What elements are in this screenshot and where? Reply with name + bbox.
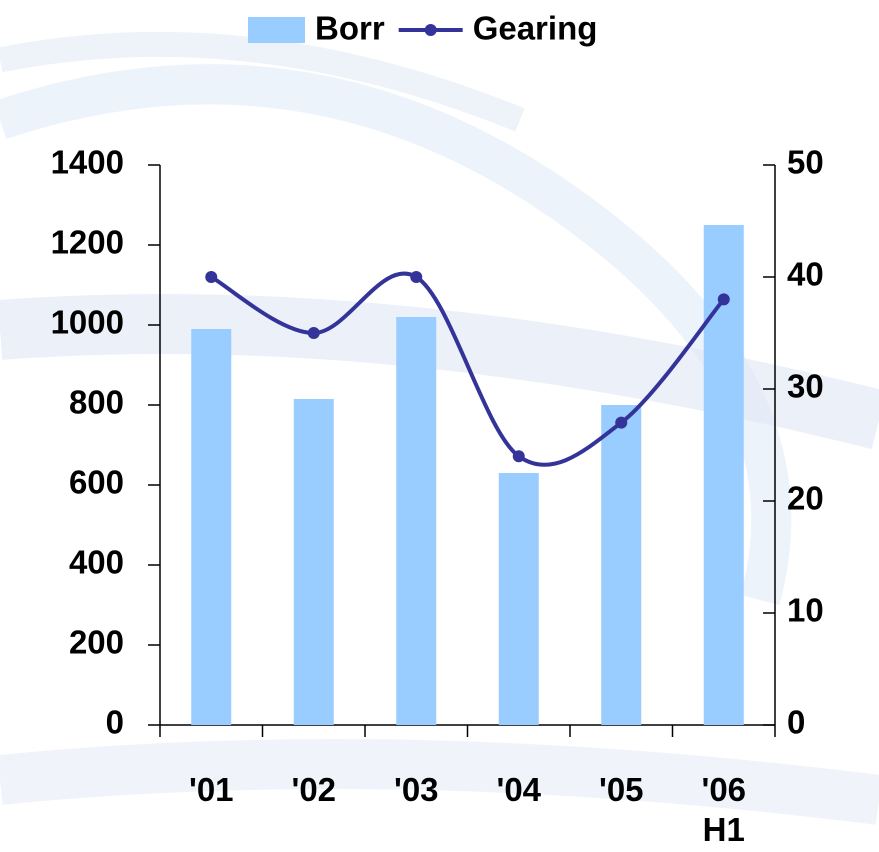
bar	[293, 399, 334, 725]
bar	[498, 473, 539, 725]
y2-tick-label: 10	[787, 592, 824, 629]
legend-swatch	[248, 17, 305, 43]
line-point	[205, 271, 218, 283]
legend-label: Gearing	[473, 10, 598, 47]
line-point	[717, 293, 730, 306]
line-point	[307, 327, 320, 339]
y2-tick-label: 30	[787, 368, 824, 405]
x-tick-label: '05	[598, 771, 644, 808]
y2-tick-label: 20	[787, 480, 824, 517]
y-tick-label: 1000	[51, 304, 124, 341]
y2-tick-label: 40	[787, 256, 824, 293]
y-tick-label: 400	[69, 544, 124, 581]
y2-tick-label: 50	[787, 144, 824, 181]
x-tick-label: '02	[291, 771, 337, 808]
x-tick-label: '01	[188, 771, 234, 808]
x-tick-label: '04	[496, 771, 542, 808]
x-tick-label: '06 H1	[701, 771, 747, 848]
y2-tick-label: 0	[787, 704, 805, 741]
bar	[601, 405, 642, 725]
y-tick-label: 600	[69, 464, 124, 501]
line-point	[410, 271, 423, 283]
y-tick-label: 0	[106, 704, 124, 741]
y-tick-label: 1400	[51, 144, 124, 181]
legend-swatch-point	[424, 24, 437, 36]
y-tick-label: 1200	[51, 224, 124, 261]
bar	[191, 329, 232, 725]
y-tick-label: 800	[69, 384, 124, 421]
legend-label: Borr	[315, 10, 385, 47]
bar	[396, 317, 437, 725]
bar	[703, 225, 744, 725]
x-tick-label: '03	[393, 771, 439, 808]
line-point	[615, 416, 628, 429]
line-point	[512, 450, 525, 463]
background-decor	[0, 31, 879, 825]
y-tick-label: 200	[69, 624, 124, 661]
